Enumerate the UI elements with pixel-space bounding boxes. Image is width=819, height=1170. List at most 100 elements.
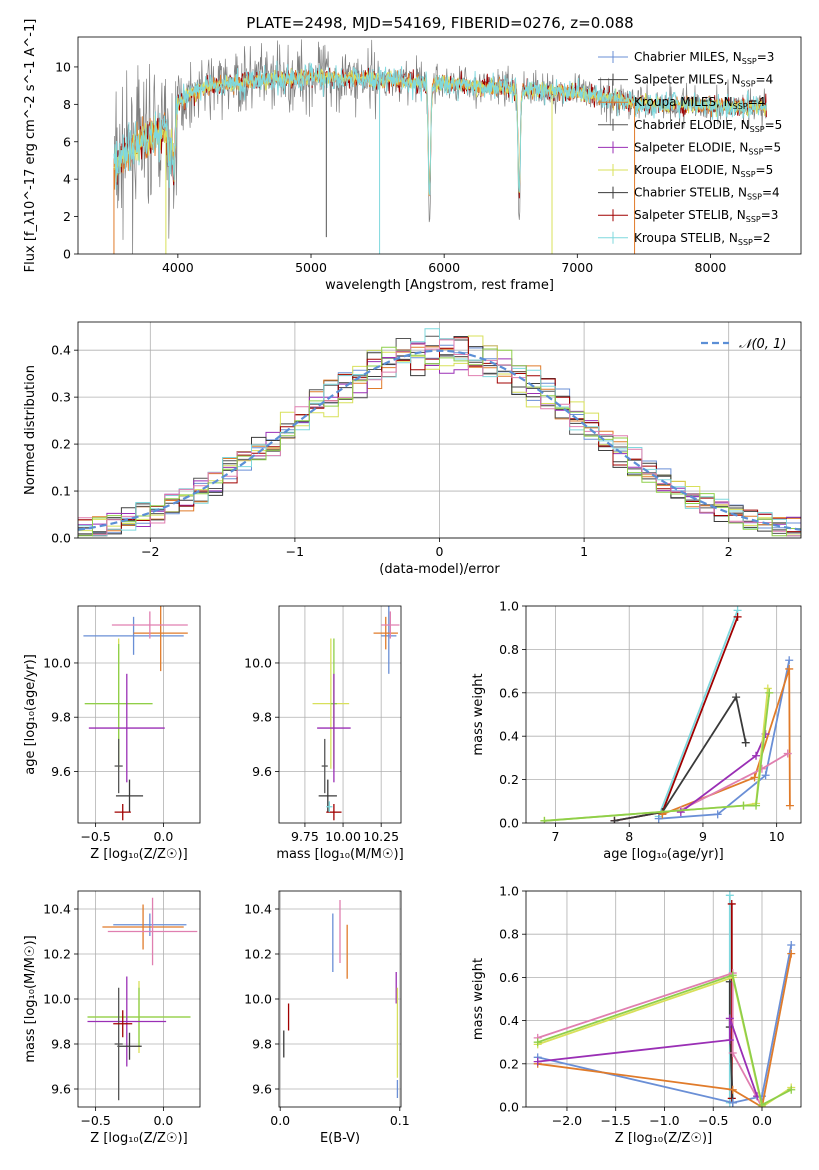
series-point-marker — [761, 771, 770, 780]
series-point-marker — [728, 1098, 737, 1107]
legend-entry: Kroupa ELODIE, NSSP=5 — [634, 163, 773, 179]
x-tick-label: 9 — [699, 829, 707, 844]
plot-area — [540, 606, 794, 823]
y-tick-label: 9.6 — [51, 1082, 71, 1097]
chart-spectrum: 4000 5000 6000 7000 8000 0 2 4 6 8 10 wavelength [A… — [23, 19, 802, 293]
y-tick-label: 0.2 — [499, 772, 519, 787]
plot-area — [87, 897, 198, 1101]
legend-entry-tail: =2 — [753, 231, 771, 245]
series-point-marker — [741, 738, 750, 747]
series-line — [662, 668, 791, 816]
series-point-marker — [787, 941, 796, 949]
chart-age_vs_mass: 9.75 10.00 10.25 9.6 9.8 10.0 mass [log₁₀(M/M☉… — [244, 605, 404, 862]
y-tick-label: 10.0 — [244, 655, 272, 670]
y-tick-label: 6 — [63, 134, 71, 149]
series-point-marker — [725, 891, 734, 900]
series-point-marker — [733, 612, 742, 621]
legend-entry-label: Kroupa MILES, N — [634, 95, 733, 109]
series-point-marker — [752, 751, 761, 760]
legend-entry: Chabrier STELIB, NSSP=4 — [634, 186, 780, 202]
x-tick-label: −0.5 — [80, 829, 110, 844]
series-point-marker — [785, 801, 794, 810]
legend-entry-sub: SSP — [741, 170, 756, 179]
chart-age_vs_Z: −0.5 0.0 9.6 9.8 10.0 Z [log₁₀(Z/Z☉)] age [log… — [23, 605, 201, 862]
series-point-marker — [728, 971, 737, 980]
series-point-marker — [533, 1038, 542, 1047]
y-tick-label: 0.0 — [499, 816, 519, 831]
chart-mass_vs_Z: −0.5 0.0 9.6 9.8 10.0 10.2 10.4 Z [log₁₀(Z/Z☉)]… — [23, 890, 201, 1146]
chart-residuals: −2 −1 0 1 2 0.0 0.1 0.2 0.3 0.4 (data-model)/error… — [23, 321, 802, 577]
y-tick-label: 0.4 — [51, 343, 71, 358]
y-tick-label: 9.6 — [252, 764, 272, 779]
legend-entry: 𝒩(0, 1) — [739, 337, 786, 352]
y-tick-label: 8 — [63, 97, 71, 112]
legend-entry-tail: =5 — [756, 163, 774, 177]
x-tick-label: 1 — [580, 544, 588, 559]
y-tick-label: 1.0 — [499, 599, 519, 614]
legend-entry-sub: SSP — [748, 147, 763, 156]
y-tick-label: 0.1 — [51, 484, 71, 499]
legend-entry-tail: =4 — [748, 95, 766, 109]
legend-entry: Chabrier ELODIE, NSSP=5 — [634, 118, 782, 134]
series-point-marker — [725, 1014, 734, 1023]
series-point-marker — [739, 801, 748, 810]
histogram-step — [78, 328, 801, 538]
y-tick-label: 4 — [63, 172, 71, 187]
y-tick-label: 0.6 — [499, 970, 519, 985]
plot-area — [312, 606, 400, 821]
x-tick-label: 0.0 — [752, 1113, 772, 1128]
x-tick-label: 6000 — [428, 260, 460, 275]
series-line — [537, 953, 793, 1107]
legend-entry-label: Chabrier STELIB, N — [634, 186, 747, 200]
plot-frame — [525, 605, 802, 824]
plot-area — [283, 900, 399, 1098]
y-tick-label: 10.0 — [43, 655, 71, 670]
y-tick-label: 9.6 — [51, 764, 71, 779]
y-tick-label: 10.4 — [43, 902, 71, 917]
legend-entry-sub: SSP — [747, 193, 762, 202]
grid — [526, 605, 801, 824]
x-axis-label: Z [log₁₀(Z/Z☉)] — [90, 1131, 187, 1146]
x-tick-label: −1.0 — [649, 1113, 679, 1128]
chart-massweight_vs_age: 7 8 9 10 0.0 0.2 0.4 0.6 0.8 1.0 age [log₁₀(age/yr… — [471, 599, 802, 862]
chart-massweight_vs_Z: −2.0 −1.5 −1.0 −0.5 0.0 0.0 0.2 0.4 0.6 0.8 1.0 Z [… — [471, 884, 802, 1146]
series-line — [658, 660, 791, 820]
x-tick-label: 8 — [625, 829, 633, 844]
series-point-marker — [750, 773, 759, 782]
series-point-marker — [725, 1036, 734, 1045]
series-line — [537, 974, 792, 1107]
plot-frame — [77, 321, 802, 539]
grid — [526, 890, 801, 1108]
y-axis-label: Flux [f_λ10^-17 erg cm^-2 s^-1 A^-1] — [23, 19, 38, 273]
legend-entry-label: Salpeter ELODIE, N — [634, 140, 748, 154]
y-tick-label: 9.8 — [252, 1037, 272, 1052]
series-point-marker — [757, 1100, 766, 1107]
series-line — [544, 692, 771, 822]
y-tick-label: 9.8 — [51, 710, 71, 725]
series-point-marker — [610, 816, 619, 823]
x-axis-label: wavelength [Angstrom, rest frame] — [325, 278, 554, 293]
plot-frame — [278, 890, 402, 1108]
legend-entry-sub: SSP — [741, 80, 756, 89]
x-tick-label: 10.00 — [325, 829, 361, 844]
y-tick-label: 0.2 — [51, 437, 71, 452]
x-tick-label: −2 — [141, 544, 159, 559]
y-tick-label: 0.2 — [499, 1056, 519, 1071]
plot-frame — [278, 605, 402, 824]
legend-entry-sub: SSP — [742, 57, 757, 66]
y-tick-label: 2 — [63, 209, 71, 224]
y-tick-label: 0.0 — [499, 1100, 519, 1115]
legend-entry-label: Chabrier ELODIE, N — [634, 118, 750, 132]
plot-frame — [77, 890, 201, 1108]
x-axis-label: Z [log₁₀(Z/Z☉)] — [90, 847, 187, 862]
series-point-marker — [763, 684, 772, 693]
x-tick-label: 8000 — [695, 260, 727, 275]
y-tick-label: 0.8 — [499, 642, 519, 657]
series-point-marker — [732, 693, 741, 702]
y-tick-label: 9.8 — [51, 1037, 71, 1052]
y-tick-label: 0 — [63, 247, 71, 262]
series-line — [614, 694, 747, 822]
x-tick-label: 0.0 — [270, 1113, 290, 1128]
series-point-marker — [752, 801, 761, 810]
x-tick-label: 4000 — [162, 260, 194, 275]
